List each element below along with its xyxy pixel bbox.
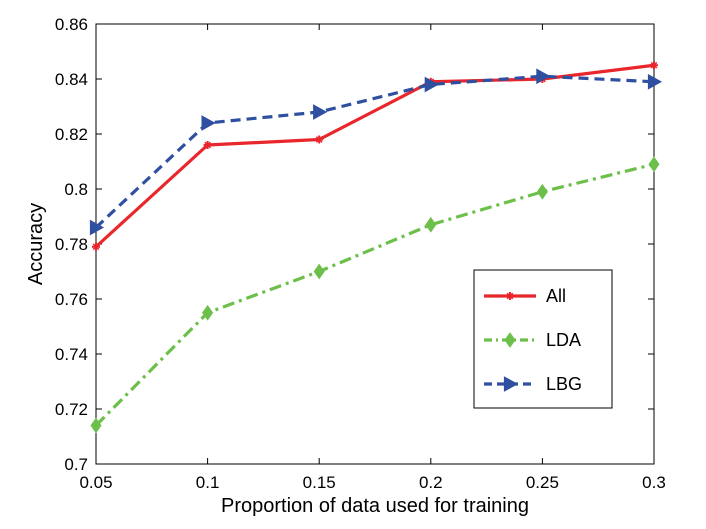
y-tick-label: 0.74 xyxy=(55,345,88,364)
legend-marker-lda xyxy=(504,332,516,348)
x-axis-label: Proportion of data used for training xyxy=(221,495,529,517)
data-point-lbg xyxy=(313,104,328,120)
y-tick-label: 0.8 xyxy=(64,180,88,199)
data-point-lda xyxy=(536,183,548,200)
x-tick-label: 0.3 xyxy=(642,473,666,492)
data-point-lda xyxy=(202,304,214,321)
series-lines xyxy=(94,63,655,427)
x-tick-label: 0.05 xyxy=(79,473,112,492)
x-tick-label: 0.2 xyxy=(419,473,443,492)
legend: All LDA LBG xyxy=(473,269,613,409)
x-tick-label: 0.1 xyxy=(196,473,220,492)
y-tick-label: 0.7 xyxy=(64,455,88,474)
data-point-lbg xyxy=(647,73,663,90)
y-tick-label: 0.84 xyxy=(55,70,88,89)
legend-marker-lbg xyxy=(503,376,519,392)
legend-box xyxy=(473,269,613,409)
legend-label-lbg: LBG xyxy=(546,374,582,394)
y-tick-label: 0.82 xyxy=(55,125,88,144)
data-point-lda xyxy=(313,263,325,280)
series-line-lbg xyxy=(94,74,655,229)
series-line-lda xyxy=(94,162,655,427)
data-point-all xyxy=(203,141,212,149)
legend-label-lda: LDA xyxy=(546,330,581,350)
data-point-lda xyxy=(90,417,102,434)
x-tick-label: 0.25 xyxy=(526,473,559,492)
axis-ticks: 0.05 0.1 0.15 0.2 0.25 0.3 0.7 0.72 0.74 0.76 0.78… xyxy=(55,15,666,492)
data-point-lbg xyxy=(536,68,551,85)
data-point-lda xyxy=(425,216,437,233)
data-point-lda xyxy=(648,156,660,173)
y-tick-label: 0.72 xyxy=(55,400,88,419)
data-point-lbg xyxy=(201,115,216,131)
data-point-all xyxy=(315,135,324,144)
y-tick-label: 0.78 xyxy=(55,235,88,254)
y-axis-label: Accuracy xyxy=(25,203,47,285)
y-tick-label: 0.76 xyxy=(55,290,88,309)
data-point-lbg xyxy=(89,219,105,236)
data-point-all xyxy=(92,242,100,251)
legend-label-all: All xyxy=(546,286,566,306)
series-line-all xyxy=(94,63,655,248)
series-markers xyxy=(89,61,663,434)
y-tick-label: 0.86 xyxy=(55,15,88,34)
x-tick-label: 0.15 xyxy=(303,473,336,492)
legend-marker-all xyxy=(506,292,514,300)
data-point-all xyxy=(650,61,658,70)
data-point-lbg xyxy=(424,76,439,93)
